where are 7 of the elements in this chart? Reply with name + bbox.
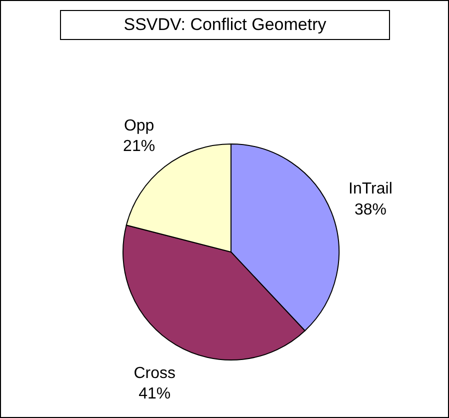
data-label: 41% <box>138 386 171 403</box>
data-label: 38% <box>354 201 386 218</box>
chart-title: SSVDV: Conflict Geometry <box>60 10 390 40</box>
slice-label: Cross <box>134 364 176 382</box>
data-label: 21% <box>123 138 156 156</box>
slice-label: InTrail <box>348 180 392 198</box>
slice-label: Opp <box>124 117 154 134</box>
